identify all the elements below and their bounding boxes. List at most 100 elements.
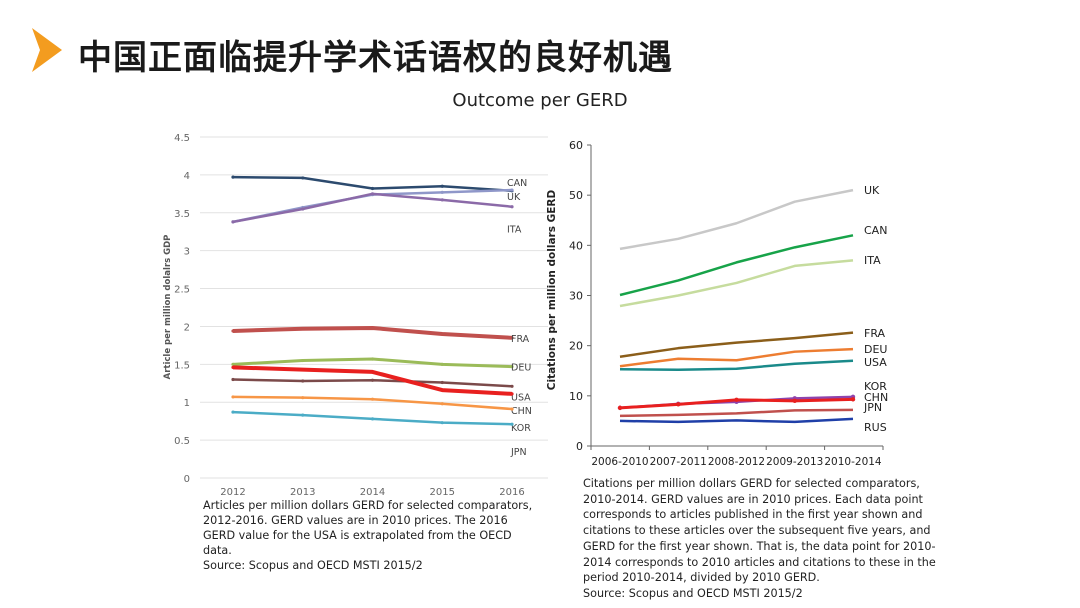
y-tick-label: 3: [184, 247, 190, 258]
series-label-jpn: JPN: [510, 447, 527, 458]
x-tick-label: 2009-2013: [766, 456, 823, 468]
data-point-fra: [510, 336, 514, 340]
series-label-ita: ITA: [507, 225, 522, 236]
series-label-uk: UK: [864, 184, 880, 197]
series-label-kor: KOR: [511, 423, 531, 434]
data-point-chn: [850, 397, 856, 402]
series-label-fra: FRA: [511, 334, 530, 345]
data-point-ita: [510, 205, 514, 209]
data-point-fra: [231, 329, 235, 333]
series-label-chn: CHN: [864, 391, 888, 404]
data-point-usa: [231, 377, 235, 382]
data-point-deu: [301, 358, 305, 363]
series-line-fra: [619, 331, 854, 358]
series-label-chn: CHN: [511, 406, 532, 417]
data-point-ita: [301, 207, 305, 211]
series-label-deu: DEU: [511, 363, 531, 374]
y-tick-label: 2: [184, 322, 190, 333]
data-point-can: [370, 186, 375, 191]
series-label-rus: RUS: [864, 421, 887, 434]
y-tick-label: 60: [569, 139, 583, 152]
series-line-can: [619, 234, 854, 297]
y-tick-label: 1: [184, 398, 190, 409]
right-chart-caption: Citations per million dollars GERD for s…: [583, 477, 936, 600]
data-point-jpn: [440, 421, 444, 425]
series-label-usa: USA: [864, 356, 887, 369]
data-point-jpn: [301, 413, 305, 417]
series-line-uk: [619, 188, 854, 251]
series-line-usa: [619, 359, 854, 371]
series-label-can: CAN: [864, 224, 887, 237]
data-point-fra: [440, 332, 444, 336]
y-axis-label: Citations per million dollars GERD: [546, 189, 558, 390]
data-point-deu: [231, 362, 235, 366]
series-line-rus: [619, 417, 854, 424]
x-tick-label: 2008-2012: [708, 456, 765, 468]
data-point-fra: [301, 327, 305, 331]
data-point-jpn: [231, 410, 235, 414]
data-point-usa: [370, 378, 375, 382]
y-tick-label: 1.5: [174, 360, 190, 371]
data-point-jpn: [370, 417, 375, 421]
y-tick-label: 4: [184, 171, 190, 182]
data-point-ita: [440, 198, 444, 202]
data-point-chn: [792, 398, 797, 404]
data-point-deu: [370, 357, 375, 361]
series-line-ita: [619, 259, 854, 308]
x-tick-label: 2015: [430, 487, 455, 498]
data-point-usa: [440, 380, 444, 385]
y-tick-label: 3.5: [174, 209, 190, 220]
data-point-kor: [370, 397, 375, 401]
data-point-chn: [734, 397, 739, 403]
left-chart-caption: Articles per million dollars GERD for se…: [203, 499, 533, 572]
series-label-ita: ITA: [864, 254, 881, 267]
citations-chart: 0 10 20 30 40 50 60 2006-2010 2007-2011 2008-2012…: [546, 139, 888, 468]
data-point-kor: [440, 402, 444, 406]
data-point-deu: [510, 365, 514, 369]
x-tick-label: 2007-2011: [650, 456, 707, 468]
series-label-kor: KOR: [864, 380, 887, 393]
data-point-chn: [617, 405, 623, 411]
series-label-deu: DEU: [864, 343, 887, 356]
data-point-chn: [440, 388, 444, 392]
data-point-ita: [231, 220, 235, 224]
y-tick-label: 0.5: [174, 436, 190, 447]
series-label-fra: FRA: [864, 327, 886, 340]
data-point-fra: [370, 326, 375, 330]
title-arrow-icon: [32, 28, 62, 72]
y-tick-label: 2.5: [174, 285, 190, 296]
data-point-kor: [301, 396, 305, 400]
x-tick-label: 2013: [290, 487, 315, 498]
x-tick-label: 2010-2014: [824, 456, 882, 468]
data-point-chn: [676, 402, 681, 407]
x-tick-label: 2016: [499, 487, 524, 498]
data-point-kor: [231, 395, 235, 399]
y-tick-label: 0: [576, 440, 583, 453]
y-tick-label: 4.5: [174, 133, 190, 144]
data-point-can: [231, 175, 235, 179]
y-tick-label: 30: [569, 290, 583, 303]
page-title: 中国正面临提升学术话语权的良好机遇: [78, 38, 673, 78]
series-label-usa: USA: [511, 392, 531, 403]
data-point-ita: [370, 192, 375, 196]
x-tick-label: 2014: [360, 487, 385, 498]
data-point-chn: [510, 392, 514, 396]
data-point-kor: [510, 407, 514, 411]
articles-chart: 0 0.5 1 1.5 2 2.5 3 3.5 4 4.5 2012 2013 2014 2015 2016…: [163, 133, 548, 498]
y-axis-label: Article per million dolalrs GDP: [163, 235, 173, 380]
data-point-chn: [301, 368, 305, 372]
series-line-jpn: [619, 408, 854, 418]
data-point-chn: [231, 365, 235, 369]
x-tick-label: 2006-2010: [591, 456, 648, 468]
series-label-uk: UK: [507, 192, 521, 203]
data-point-jpn: [510, 422, 514, 426]
data-point-deu: [440, 362, 444, 366]
data-point-can: [440, 184, 444, 188]
y-tick-label: 20: [569, 340, 583, 353]
y-tick-label: 50: [569, 189, 583, 202]
y-tick-label: 40: [569, 239, 583, 252]
data-point-uk: [510, 188, 514, 192]
y-tick-label: 0: [184, 474, 190, 485]
y-tick-label: 10: [569, 390, 583, 403]
data-point-uk: [440, 190, 444, 194]
